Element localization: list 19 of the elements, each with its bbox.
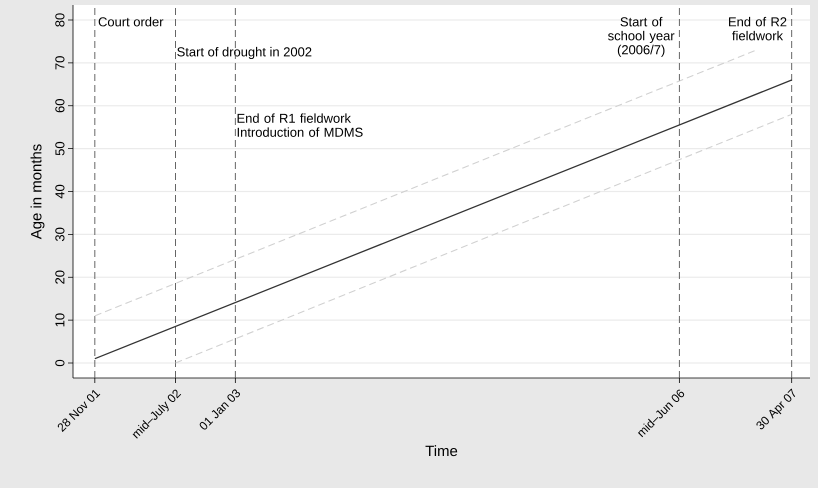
y-tick-label: 0 — [55, 360, 64, 366]
ref-line-label: End of R1 fieldwork Introduction of MDMS — [238, 113, 363, 137]
ref-line-label: Court order — [98, 16, 164, 26]
y-tick-label: 40 — [55, 184, 64, 198]
y-tick-label: 80 — [55, 13, 64, 27]
y-tick-label: 60 — [55, 99, 64, 112]
x-tick-label: 30 Apr 07 — [756, 388, 796, 430]
y-tick-label: 50 — [55, 142, 64, 156]
y-tick-label: 10 — [55, 313, 64, 326]
y-tick-label: 30 — [55, 228, 64, 242]
ref-line-label: Start of drought in 2002 — [177, 46, 312, 60]
x-axis-title: Time — [426, 445, 458, 456]
ref-line-label: End of R2 fieldwork — [729, 16, 786, 40]
x-tick-label: 28 Nov 01 — [58, 390, 100, 432]
y-tick-label: 20 — [55, 270, 64, 284]
y-tick-label: 70 — [55, 56, 64, 70]
y-axis-title: Age in months — [30, 144, 44, 240]
ref-line-label: Start of school year (2006/7) — [608, 16, 674, 57]
x-tick-label: 01 Jan 03 — [200, 389, 240, 430]
